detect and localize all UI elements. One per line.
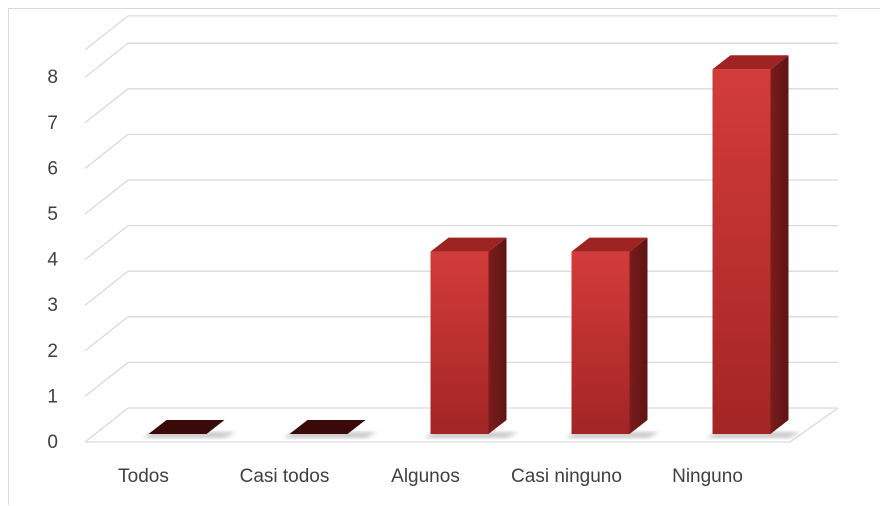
bar-side	[770, 55, 789, 434]
gridline-depth	[84, 270, 129, 306]
bar	[424, 237, 519, 438]
bar-front	[430, 251, 489, 434]
bars	[142, 55, 801, 438]
gridline-depth	[84, 407, 129, 443]
gridline-depth	[84, 225, 129, 261]
x-tick-label: Casi todos	[240, 466, 330, 487]
bar	[706, 55, 801, 438]
chart-frame	[8, 8, 880, 505]
y-tick-label: 5	[47, 204, 58, 225]
bar-front	[712, 69, 771, 434]
gridline-depth	[84, 361, 129, 397]
bar-top	[289, 420, 366, 434]
y-tick-label: 2	[47, 341, 58, 362]
y-tick-label: 7	[47, 113, 58, 134]
y-axis-ticks: 0 1 2 3 4 5 6 7 8	[47, 67, 58, 453]
y-tick-label: 3	[47, 295, 58, 316]
bar-front	[571, 251, 630, 434]
gridline-depth	[84, 42, 129, 78]
y-tick-label: 4	[47, 250, 58, 271]
x-tick-label: Casi ninguno	[511, 466, 622, 487]
y-tick-label: 1	[47, 386, 58, 407]
y-tick-label: 6	[47, 158, 58, 179]
x-axis-ticks: Todos Casi todos Algunos Casi ninguno Ningun…	[118, 466, 743, 487]
bar	[283, 420, 378, 438]
y-tick-label: 8	[47, 67, 58, 88]
bar	[142, 420, 237, 438]
gridline-depth	[84, 133, 129, 169]
bar-top	[430, 237, 507, 252]
x-tick-label: Todos	[118, 466, 169, 487]
gridline-depth	[84, 15, 129, 51]
y-tick-label: 0	[47, 432, 58, 453]
gridline-depth	[84, 88, 129, 124]
gridline-depth	[84, 316, 129, 352]
x-tick-label: Algunos	[391, 466, 460, 487]
bar-side	[488, 237, 507, 434]
gridline-depth	[84, 179, 129, 215]
bar-top	[148, 420, 225, 434]
bar-top	[712, 55, 789, 70]
bar-side	[629, 237, 648, 434]
x-tick-label: Ninguno	[672, 466, 743, 487]
floor-edge-right	[789, 407, 839, 443]
bar	[565, 237, 660, 438]
bar-top	[571, 237, 648, 252]
